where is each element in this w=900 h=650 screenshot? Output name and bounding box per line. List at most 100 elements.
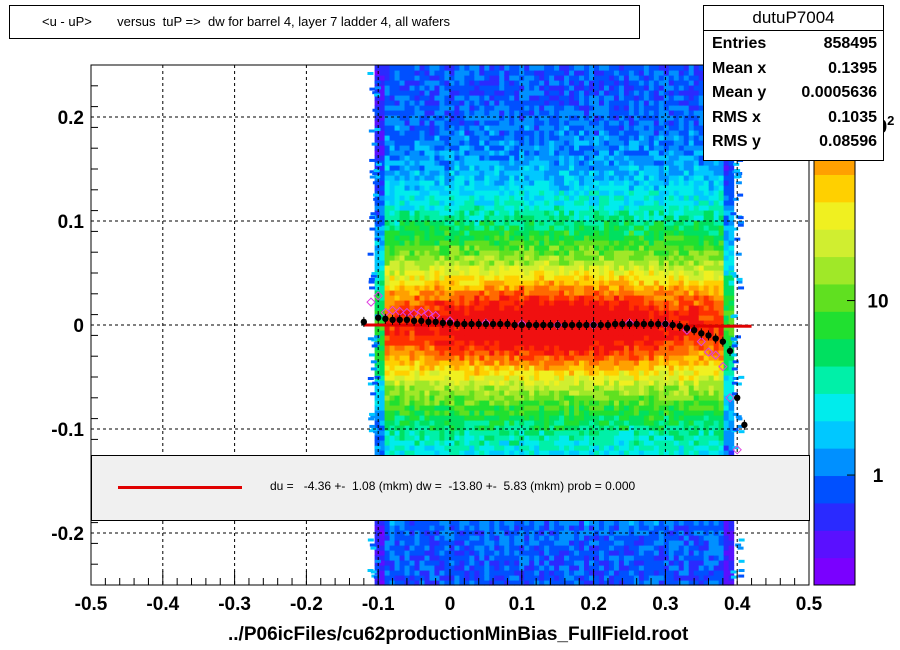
heatmap-cell <box>598 65 605 71</box>
heatmap-cell <box>399 575 406 581</box>
heatmap-cell <box>409 555 416 561</box>
heatmap-cell <box>409 285 416 291</box>
heatmap-cell <box>434 175 441 181</box>
heatmap-cell <box>484 435 490 441</box>
heatmap-cell <box>399 145 406 151</box>
heatmap-cell <box>479 165 485 171</box>
heatmap-cell <box>444 255 451 261</box>
heatmap-cell <box>439 445 446 451</box>
heatmap-cell <box>479 520 485 526</box>
heatmap-cell <box>384 370 391 376</box>
heatmap-cell <box>419 230 426 236</box>
heatmap-cell <box>584 560 590 566</box>
heatmap-cell <box>469 260 475 266</box>
heatmap-cell <box>504 330 510 336</box>
heatmap-cell <box>449 255 455 261</box>
heatmap-cell <box>504 225 510 231</box>
heatmap-cell <box>499 215 505 221</box>
heatmap-cell <box>404 330 411 336</box>
heatmap-cell <box>474 200 480 206</box>
heatmap-cell <box>389 165 396 171</box>
heatmap-cell <box>514 205 520 211</box>
heatmap-cell <box>544 385 550 391</box>
heatmap-cell <box>608 380 615 386</box>
heatmap-cell <box>564 250 570 256</box>
heatmap-cell <box>444 340 451 346</box>
heatmap-cell <box>479 525 485 531</box>
heatmap-cell <box>424 535 431 541</box>
heatmap-cell <box>389 415 396 421</box>
heatmap-cell <box>449 390 455 396</box>
heatmap-cell <box>554 435 560 441</box>
heatmap-cell <box>444 245 451 251</box>
heatmap-cell <box>389 140 396 146</box>
heatmap-cell <box>449 395 455 401</box>
heatmap-cell <box>603 145 610 151</box>
heatmap-cell <box>534 360 540 366</box>
heatmap-cell <box>554 95 560 101</box>
heatmap-cell <box>574 140 580 146</box>
heatmap-cell <box>459 225 465 231</box>
heatmap-cell <box>454 250 460 256</box>
heatmap-cell <box>434 170 441 176</box>
heatmap-cell <box>603 450 610 456</box>
heatmap-cell <box>544 160 550 166</box>
heatmap-cell <box>494 360 500 366</box>
heatmap-cell <box>559 195 565 201</box>
heatmap-cell <box>598 450 605 456</box>
heatmap-cell <box>464 390 470 396</box>
heatmap-cell <box>469 300 475 306</box>
heatmap-cell <box>584 275 590 281</box>
heatmap-cell <box>444 430 451 436</box>
heatmap-cell <box>484 95 490 101</box>
heatmap-cell <box>534 565 540 571</box>
heatmap-cell <box>569 165 575 171</box>
heatmap-cell <box>419 120 426 126</box>
heatmap-cell <box>534 160 540 166</box>
heatmap-cell <box>434 140 441 146</box>
heatmap-cell <box>499 100 505 106</box>
heatmap-cell <box>379 140 386 146</box>
heatmap-cell <box>589 210 595 216</box>
heatmap-cell <box>514 260 520 266</box>
heatmap-cell <box>469 575 475 581</box>
heatmap-cell <box>603 430 610 436</box>
heatmap-cell <box>459 390 465 396</box>
heatmap-cell <box>554 155 560 161</box>
heatmap-cell <box>479 380 485 386</box>
heatmap-cell <box>594 445 600 451</box>
heatmap-cell <box>559 365 565 371</box>
heatmap-cell <box>394 300 401 306</box>
heatmap-cell <box>399 195 406 201</box>
heatmap-cell <box>464 535 470 541</box>
heatmap-cell <box>384 110 391 116</box>
heatmap-cell <box>414 235 421 241</box>
heatmap-cell <box>379 565 386 571</box>
heatmap-cell <box>424 290 431 296</box>
heatmap-cell <box>598 545 605 551</box>
heatmap-cell <box>394 170 401 176</box>
heatmap-cell <box>384 80 391 86</box>
heatmap-cell <box>429 70 436 76</box>
heatmap-cell <box>474 425 480 431</box>
heatmap-cell <box>384 165 391 171</box>
heatmap-cell <box>439 295 446 301</box>
heatmap-cell <box>598 415 605 421</box>
heatmap-cell <box>374 160 381 166</box>
heatmap-cell <box>464 445 470 451</box>
heatmap-cell <box>554 145 560 151</box>
heatmap-cell <box>429 415 436 421</box>
heatmap-cell <box>544 295 550 301</box>
heatmap-cell <box>414 540 421 546</box>
heatmap-cell <box>608 525 615 531</box>
heatmap-cell <box>603 235 610 241</box>
heatmap-cell <box>374 230 381 236</box>
heatmap-cell <box>424 325 431 331</box>
heatmap-cell <box>424 555 431 561</box>
heatmap-cell <box>549 270 555 276</box>
heatmap-cell <box>469 225 475 231</box>
heatmap-cell <box>554 265 560 271</box>
heatmap-cell <box>429 395 436 401</box>
heatmap-cell <box>544 245 550 251</box>
heatmap-cell <box>414 565 421 571</box>
